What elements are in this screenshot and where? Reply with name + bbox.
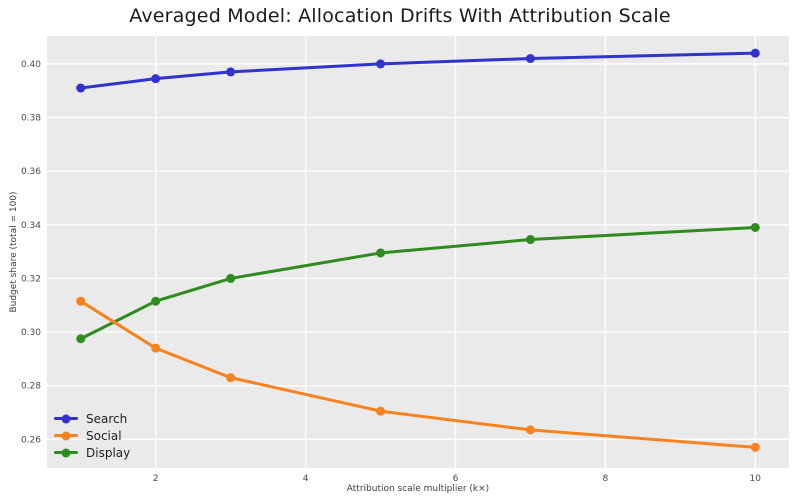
series-line-display — [79, 225, 757, 341]
data-point-search — [376, 59, 386, 69]
y-axis-label: Budget share (total = 100) — [9, 191, 19, 313]
legend-item-search: Search — [54, 410, 130, 427]
y-tick-label: 0.38 — [21, 114, 41, 124]
y-tick-label: 0.26 — [21, 435, 41, 445]
data-point-search — [76, 83, 86, 93]
data-point-display — [76, 334, 86, 344]
data-point-social — [151, 343, 161, 353]
data-point-search — [151, 74, 161, 84]
search-series-marker-icon — [54, 413, 78, 424]
legend-item-social: Social — [54, 427, 130, 444]
data-point-social — [76, 296, 86, 306]
y-tick-label: 0.32 — [21, 274, 41, 284]
y-tick-label: 0.40 — [21, 60, 41, 70]
data-point-display — [226, 273, 236, 283]
display-series-marker-icon — [54, 447, 78, 458]
legend-item-display: Display — [54, 444, 130, 461]
data-point-social — [226, 373, 236, 383]
series-line-social — [79, 299, 757, 449]
legend-label-search: Search — [86, 411, 128, 426]
x-tick-label: 10 — [750, 474, 762, 484]
data-point-search — [750, 48, 760, 58]
x-tick-label: 6 — [453, 474, 459, 484]
data-point-display — [376, 248, 386, 258]
data-point-display — [151, 296, 161, 306]
data-point-search — [226, 67, 236, 77]
social-series-marker-icon — [54, 430, 78, 441]
data-point-social — [750, 442, 760, 452]
y-tick-label: 0.36 — [21, 167, 41, 177]
chart-title: Averaged Model: Allocation Drifts With A… — [129, 5, 671, 27]
x-tick-label: 8 — [603, 474, 609, 484]
y-tick-label: 0.28 — [21, 382, 41, 392]
plot-background — [47, 36, 789, 468]
data-point-social — [525, 425, 535, 435]
series-line-search — [79, 51, 757, 90]
data-point-social — [376, 406, 386, 416]
x-axis-label: Attribution scale multiplier (k×) — [346, 484, 490, 494]
data-point-display — [750, 222, 760, 232]
y-tick-label: 0.30 — [21, 328, 41, 338]
data-point-search — [525, 54, 535, 64]
data-point-display — [525, 235, 535, 245]
legend-label-display: Display — [86, 445, 131, 460]
x-tick-label: 2 — [153, 474, 159, 484]
y-tick-label: 0.34 — [21, 221, 41, 231]
x-tick-label: 4 — [303, 474, 309, 484]
legend-label-social: Social — [86, 428, 122, 443]
legend: Search Social Display — [54, 410, 130, 461]
